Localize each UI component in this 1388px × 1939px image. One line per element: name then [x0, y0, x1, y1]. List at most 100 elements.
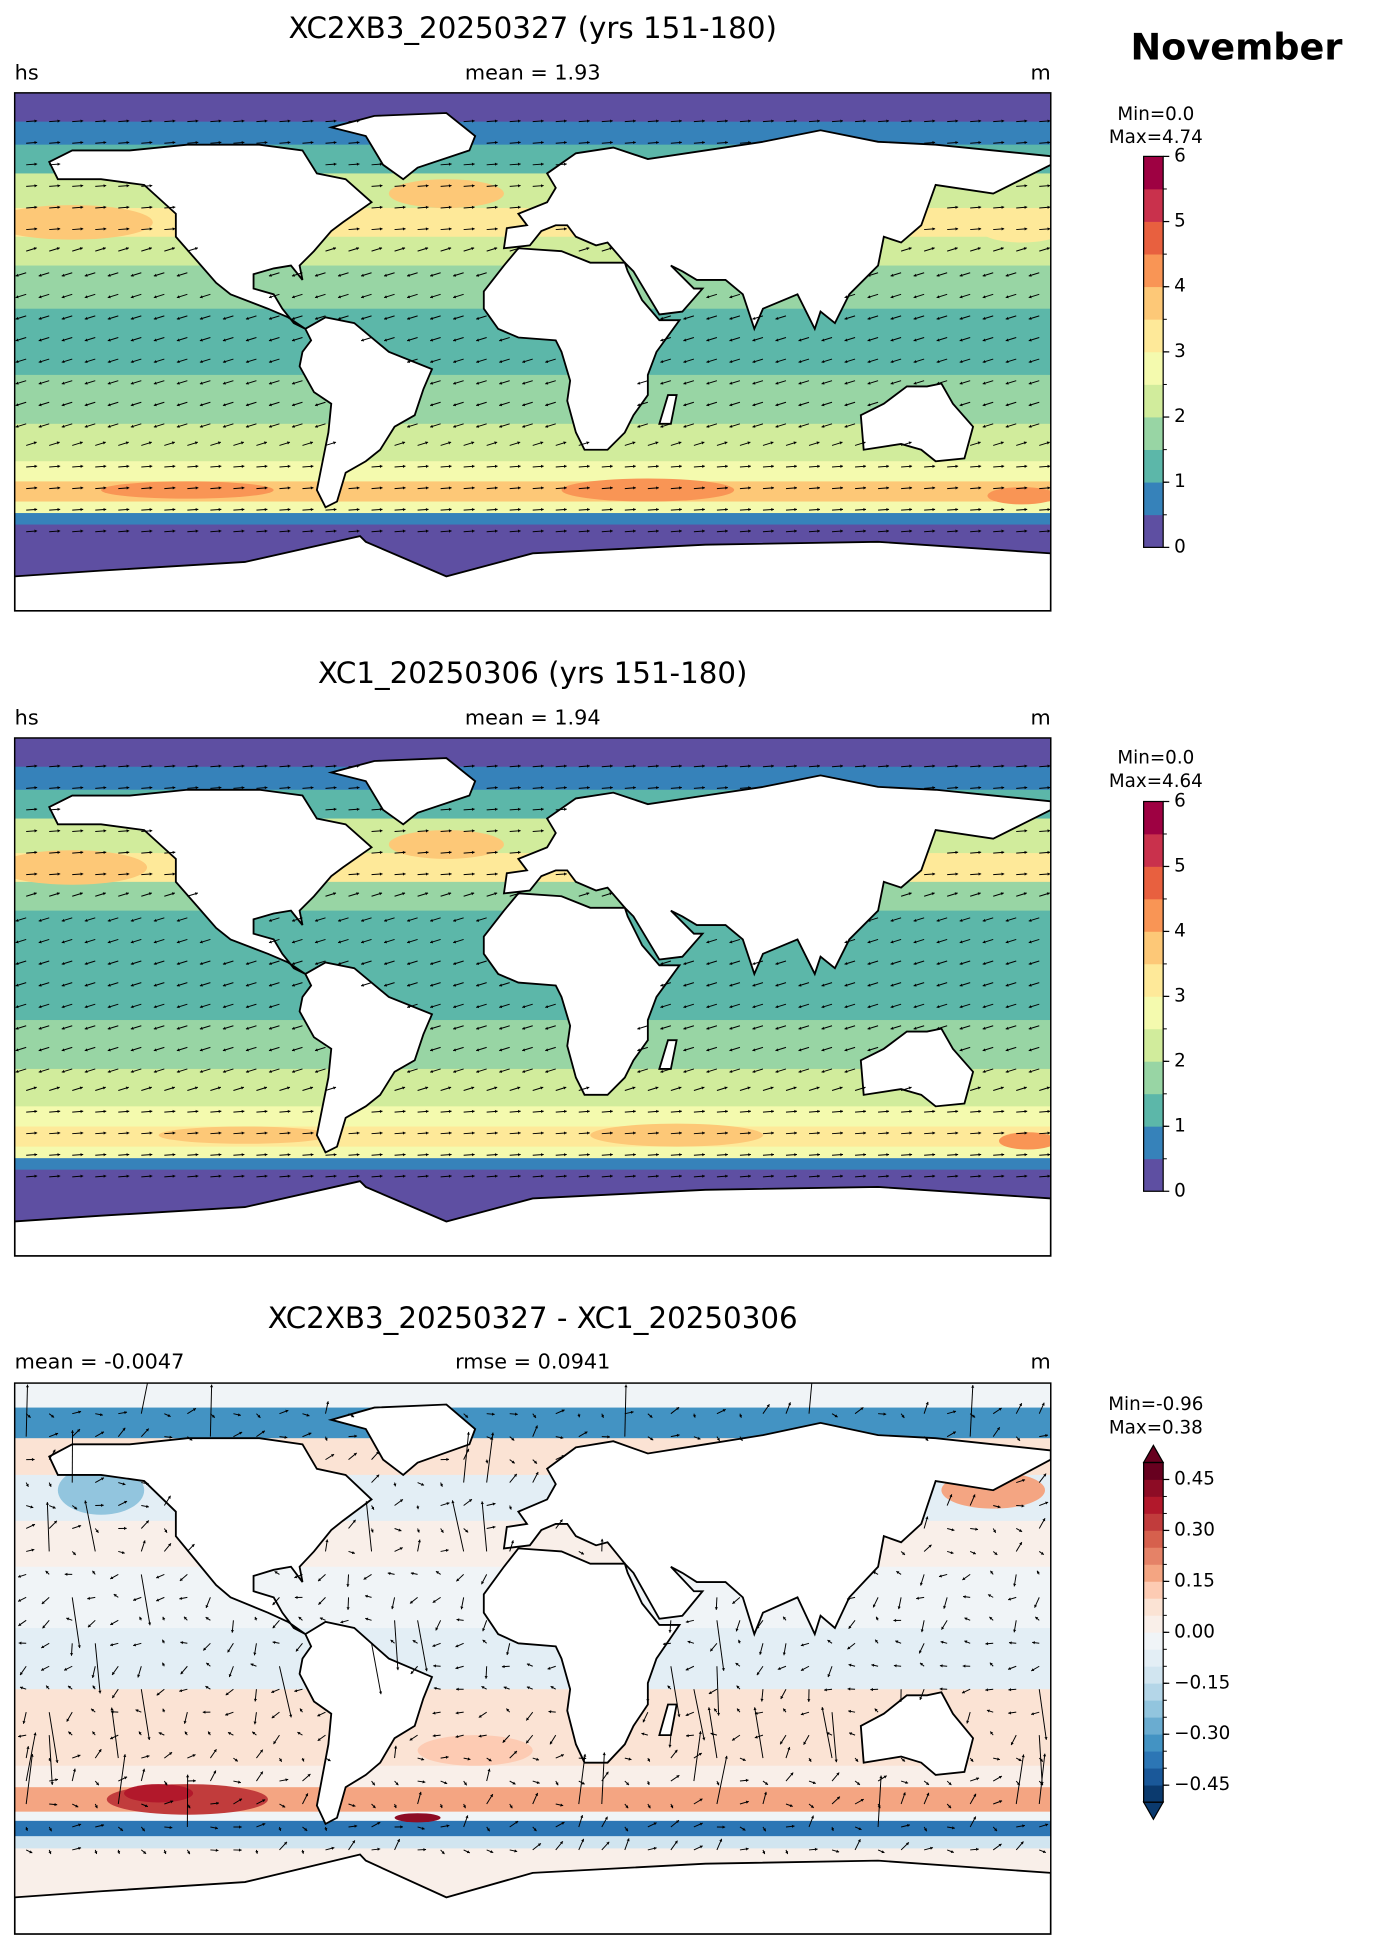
- arrow-head: [253, 1698, 258, 1702]
- arrow-head: [1005, 424, 1009, 428]
- arrow-head: [844, 940, 848, 944]
- arrow-head: [955, 507, 959, 512]
- arrow-head: [333, 119, 337, 123]
- arrow-head: [660, 1069, 664, 1073]
- arrow-head: [448, 1086, 452, 1090]
- arrow-head: [121, 1550, 125, 1555]
- arrow-head: [1047, 119, 1051, 123]
- arrow-head: [241, 1174, 245, 1178]
- arrow-head: [301, 1850, 305, 1854]
- arrow-head: [103, 1131, 107, 1135]
- arrow-head: [84, 983, 88, 987]
- arrow-head: [476, 1005, 480, 1009]
- arrow-head: [729, 360, 733, 364]
- arrow-head: [714, 1708, 717, 1712]
- arrow-head: [714, 1607, 718, 1610]
- arrow-head: [445, 1755, 449, 1759]
- arrow-head: [647, 1758, 650, 1762]
- arrow-head: [34, 1153, 38, 1157]
- arrow-head: [601, 1414, 604, 1418]
- arrow-head: [38, 983, 42, 987]
- arrow-head: [522, 1005, 526, 1009]
- arrow-head: [467, 1757, 471, 1761]
- arrow-head: [932, 507, 936, 512]
- arrow-head: [1047, 529, 1051, 533]
- arrow: [831, 1712, 837, 1763]
- arrow-head: [64, 1667, 68, 1671]
- arrow-head: [176, 1026, 180, 1030]
- arrow-head: [817, 507, 820, 512]
- arrow-head: [798, 983, 802, 987]
- arrow-head: [955, 529, 959, 533]
- arrow-head: [333, 162, 337, 166]
- arrow-head: [125, 892, 129, 896]
- arrow-head: [494, 807, 498, 811]
- arrow-head: [814, 1847, 818, 1851]
- arrow-head: [844, 381, 848, 385]
- arrow-head: [222, 316, 226, 320]
- field-band: [14, 1106, 1051, 1128]
- arrow-head: [53, 1520, 57, 1524]
- arrow-head: [356, 141, 360, 145]
- arrow-head: [465, 1815, 469, 1819]
- arrow-head: [959, 918, 963, 922]
- arrow-head: [448, 807, 452, 811]
- arrow-head: [476, 403, 480, 407]
- arrow-head: [218, 764, 222, 768]
- land: [327, 112, 477, 181]
- arrow-head: [314, 1069, 318, 1073]
- arrow-head: [522, 1048, 526, 1052]
- arrow-head: [1005, 403, 1009, 407]
- arrow-head: [199, 1005, 203, 1009]
- field-band: [14, 737, 1051, 768]
- arrow-head: [122, 1427, 126, 1431]
- arrow-head: [536, 1780, 540, 1784]
- colorbar-tick-label: 3: [1174, 341, 1186, 362]
- arrow-head: [119, 1827, 123, 1831]
- arrow-head: [273, 1741, 277, 1745]
- arrow-head: [844, 424, 848, 428]
- arrow-head: [103, 829, 107, 833]
- arrow-head: [667, 1685, 671, 1689]
- arrow-head: [867, 983, 871, 987]
- arrow-head: [863, 486, 867, 490]
- arrow-head: [153, 918, 157, 922]
- arrow-head: [84, 1069, 88, 1073]
- arrow-head: [87, 1624, 91, 1628]
- arrow-head: [847, 1687, 851, 1691]
- arrow-head: [291, 918, 295, 922]
- arrow-head: [702, 786, 705, 790]
- arrow-head: [195, 486, 199, 490]
- arrow-head: [775, 1069, 779, 1073]
- arrow-head: [855, 1758, 859, 1762]
- arrow-head: [526, 1717, 530, 1721]
- arrow-head: [856, 1781, 860, 1785]
- arrow-head: [15, 1069, 19, 1073]
- arrow-head: [683, 1026, 687, 1030]
- arrow-head: [982, 983, 986, 987]
- arrow-head: [560, 1754, 564, 1758]
- arrow-head: [821, 360, 825, 364]
- arrow-head: [1034, 1604, 1038, 1608]
- arrow-head: [126, 850, 130, 855]
- arrow-head: [79, 247, 83, 251]
- arrow-head: [356, 1174, 360, 1178]
- arrow-head: [379, 529, 383, 533]
- arrow-head: [777, 1667, 781, 1670]
- arrow-head: [978, 205, 982, 209]
- arrow-head: [215, 1826, 218, 1830]
- arrow-head: [476, 273, 480, 277]
- arrow-head: [996, 1427, 1000, 1431]
- arrow-head: [317, 1737, 321, 1741]
- arrow-head: [982, 316, 986, 320]
- arrow-head: [245, 338, 249, 342]
- arrow-head: [660, 424, 664, 428]
- arrow-head: [425, 872, 429, 876]
- arrow-head: [1043, 1473, 1047, 1477]
- arrow-head: [57, 119, 61, 123]
- land: [47, 788, 374, 975]
- arrow-head: [466, 1431, 470, 1435]
- arrow: [754, 1707, 764, 1759]
- arrow-head: [494, 227, 498, 231]
- arrow-head: [272, 1640, 276, 1645]
